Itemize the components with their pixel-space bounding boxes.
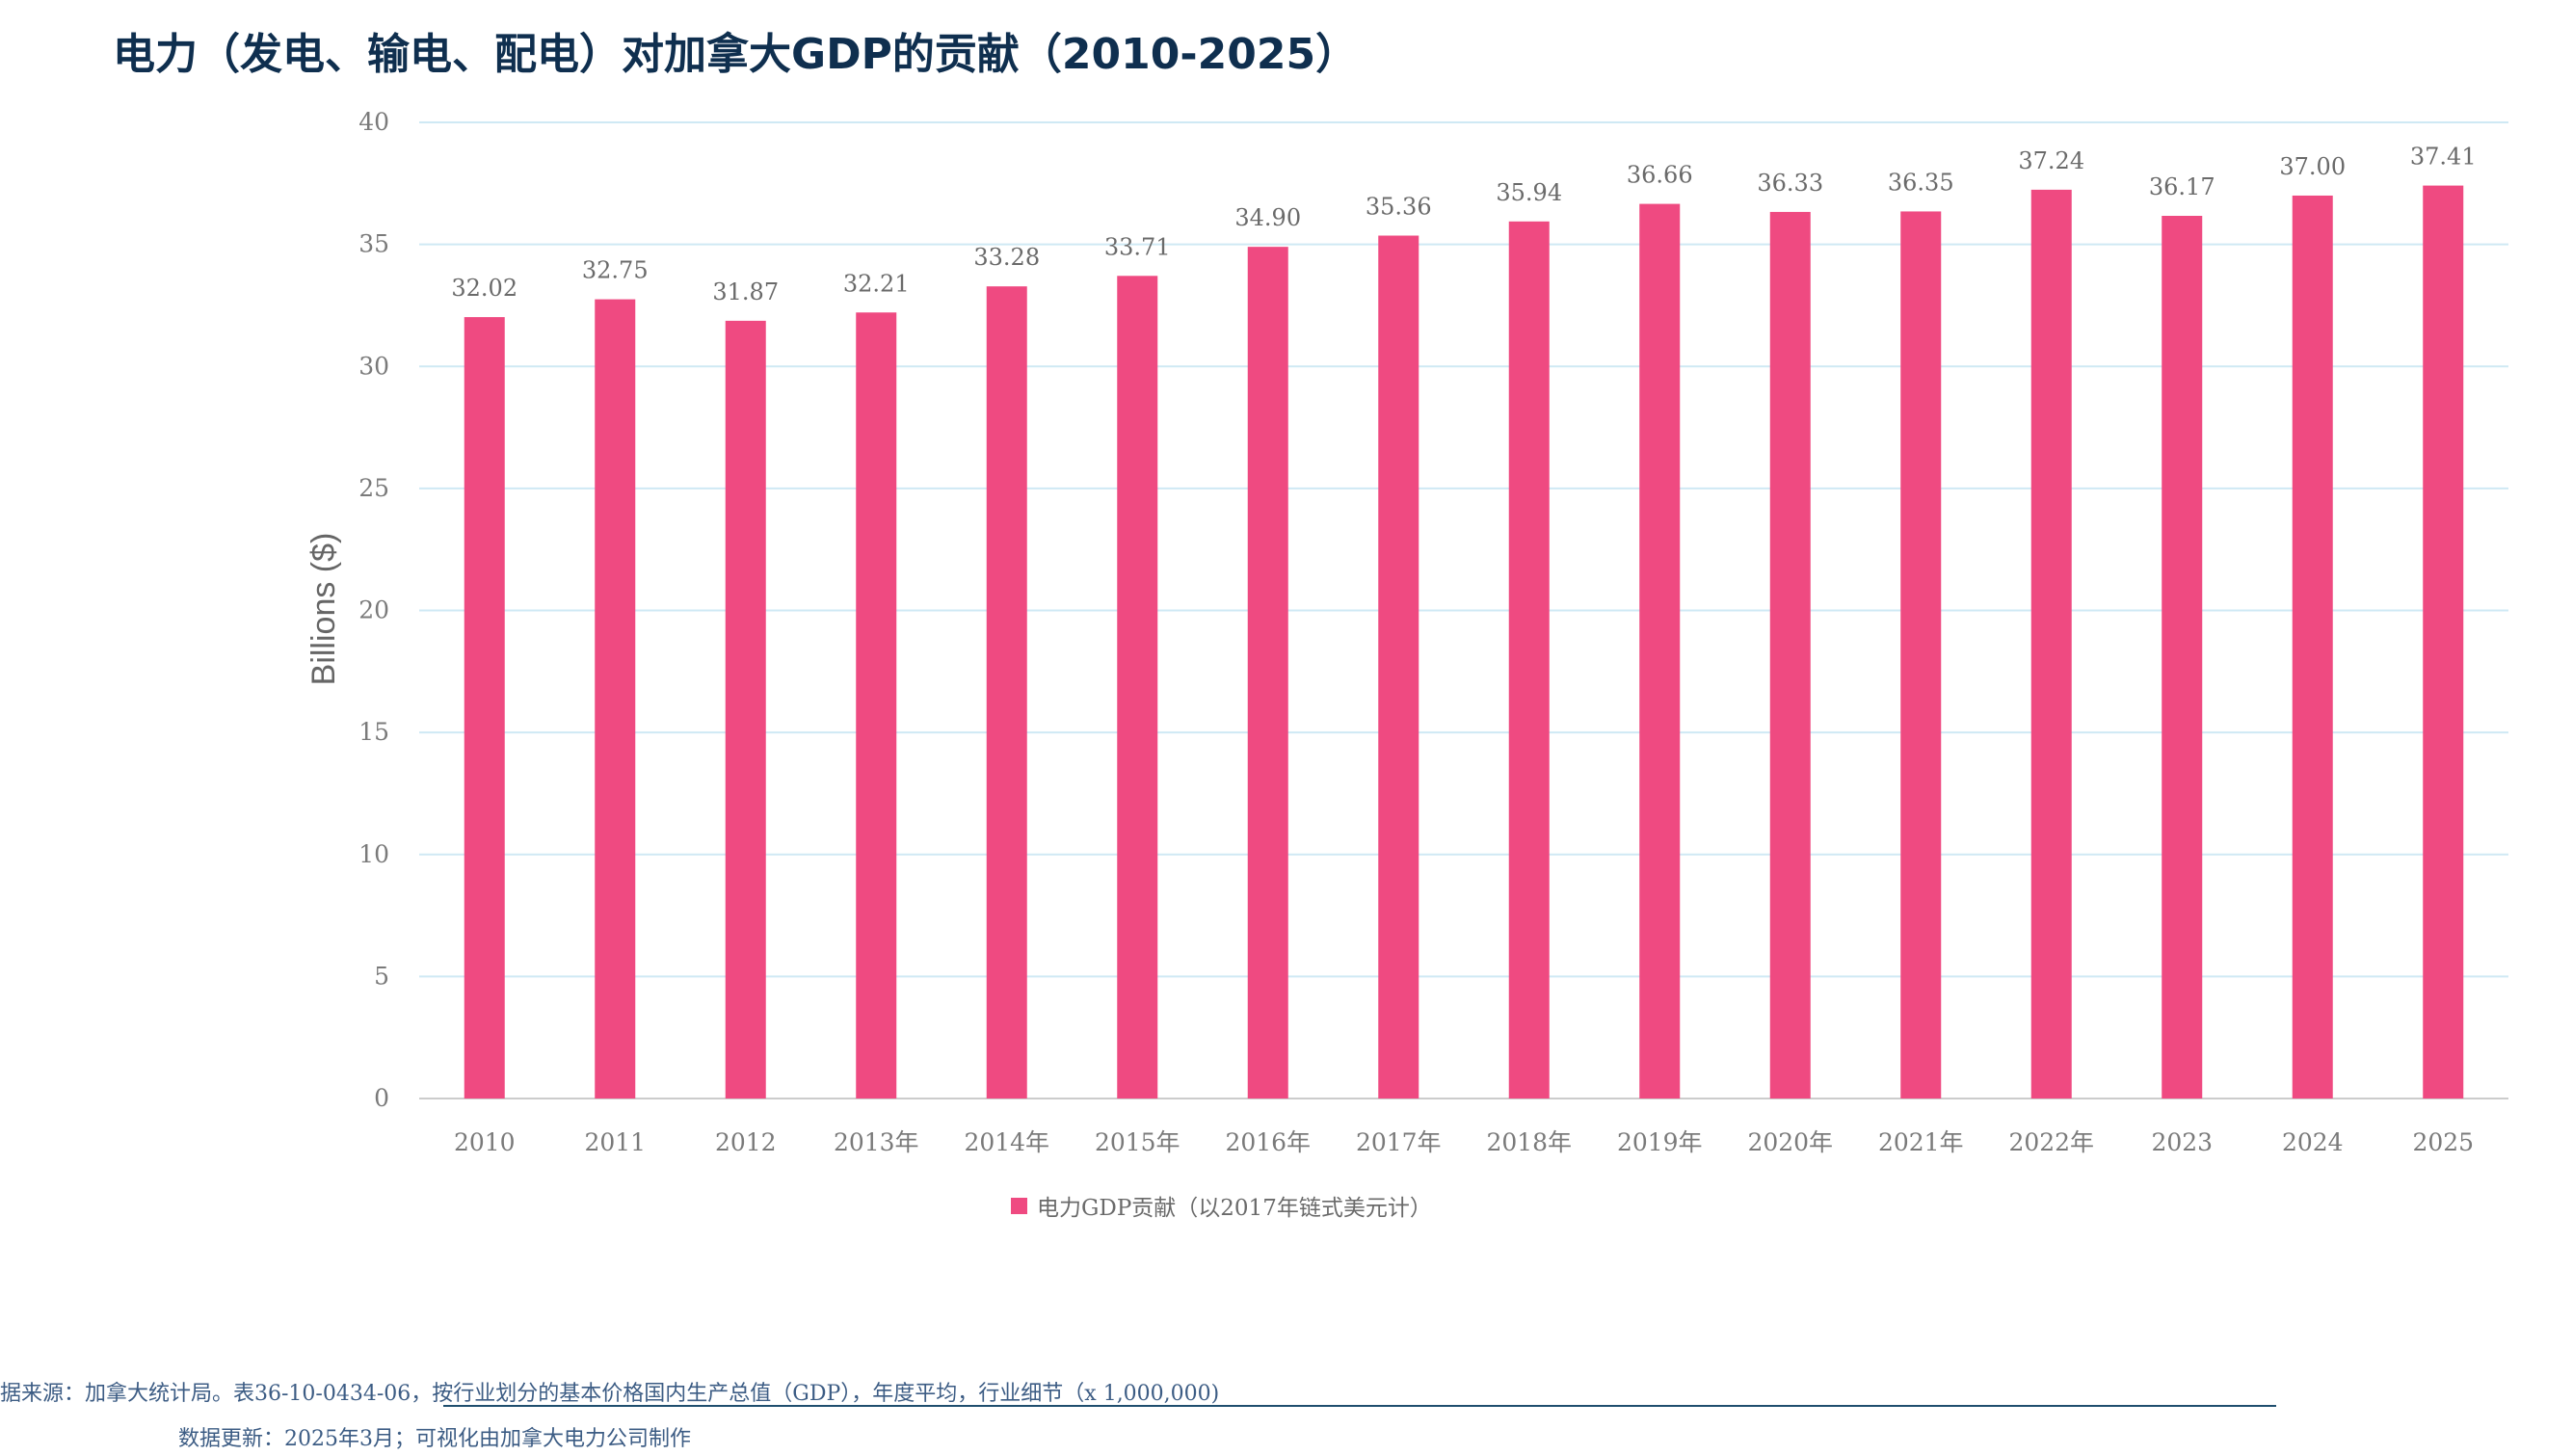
y-tick-label: 15 (358, 718, 389, 746)
bar (2423, 185, 2464, 1099)
bar (2030, 189, 2072, 1099)
x-tick-label: 2016年 (1225, 1128, 1311, 1156)
bar (1378, 235, 1419, 1099)
bar (1769, 211, 1811, 1099)
data-label: 36.35 (1888, 169, 1954, 196)
source-underline (443, 1405, 2276, 1407)
data-label: 35.36 (1366, 194, 1432, 221)
x-tick-label: 2015年 (1095, 1128, 1180, 1156)
gridlines (419, 121, 2508, 1099)
x-tick-label: 2018年 (1486, 1128, 1572, 1156)
data-label: 33.71 (1104, 233, 1171, 260)
data-label: 35.94 (1496, 179, 1562, 206)
y-tick-label: 40 (358, 108, 389, 136)
data-label: 36.33 (1757, 170, 1823, 197)
legend: 电力GDP贡献（以2017年链式美元计） (1011, 1189, 1432, 1222)
y-axis-ticks: 0 5 10 15 20 25 30 35 40 (358, 108, 389, 1112)
bar (986, 286, 1027, 1099)
data-label: 32.75 (582, 257, 649, 284)
bar (1900, 211, 1942, 1099)
data-label: 36.17 (2149, 173, 2215, 200)
update-note: 数据更新：2025年3月；可视化由加拿大电力公司制作 (178, 1427, 691, 1451)
data-label: 32.21 (843, 270, 910, 297)
bar (464, 317, 505, 1099)
bars (464, 185, 2464, 1099)
bar (1117, 276, 1158, 1099)
x-tick-label: 2013年 (834, 1128, 919, 1156)
data-label: 37.41 (2410, 144, 2477, 171)
y-tick-label: 5 (374, 962, 389, 990)
x-tick-label: 2010 (454, 1128, 516, 1156)
data-label: 32.02 (451, 275, 517, 302)
chart-title: 电力（发电、输电、配电）对加拿大GDP的贡献（2010-2025） (113, 30, 1359, 79)
x-tick-label: 2011 (584, 1128, 646, 1156)
x-tick-label: 2012 (715, 1128, 777, 1156)
bar (595, 299, 636, 1099)
bar (1639, 203, 1681, 1099)
x-tick-label: 2019年 (1617, 1128, 1703, 1156)
source-note: 据来源：加拿大统计局。表36-10-0434-06，按行业划分的基本价格国内生产… (0, 1382, 1220, 1406)
y-tick-label: 10 (358, 840, 389, 868)
x-tick-label: 2022年 (2008, 1128, 2094, 1156)
bar (2292, 195, 2333, 1099)
data-label: 31.87 (712, 278, 779, 305)
data-label: 37.24 (2018, 147, 2084, 174)
y-tick-label: 20 (358, 596, 389, 624)
legend-label: 电力GDP贡献（以2017年链式美元计） (1037, 1196, 1432, 1221)
data-label: 33.28 (973, 244, 1040, 271)
x-axis-ticks: 2010 2011 2012 2013年 2014年 2015年 2016年 2017年 201… (454, 1128, 2474, 1156)
bar (856, 312, 897, 1099)
y-tick-label: 35 (358, 230, 389, 258)
x-tick-label: 2021年 (1878, 1128, 1964, 1156)
y-tick-label: 0 (374, 1084, 389, 1112)
bar (1508, 221, 1550, 1099)
x-tick-label: 2014年 (964, 1128, 1049, 1156)
x-tick-label: 2024 (2282, 1128, 2344, 1156)
legend-swatch (1011, 1197, 1027, 1214)
x-tick-label: 2023 (2151, 1128, 2213, 1156)
bar (2162, 215, 2203, 1099)
data-label: 37.00 (2279, 153, 2346, 180)
y-tick-label: 30 (358, 352, 389, 380)
x-tick-label: 2020年 (1747, 1128, 1833, 1156)
y-tick-label: 25 (358, 474, 389, 502)
bar (725, 320, 766, 1099)
x-tick-label: 2017年 (1356, 1128, 1442, 1156)
x-tick-label: 2025 (2412, 1128, 2474, 1156)
data-label: 36.66 (1627, 162, 1693, 189)
data-labels: 32.02 32.75 31.87 32.21 33.28 33.71 34.90 35.36… (451, 144, 2476, 305)
bar (1247, 247, 1288, 1099)
y-axis-label: Billions ($) (305, 533, 342, 686)
data-label: 34.90 (1234, 204, 1301, 231)
